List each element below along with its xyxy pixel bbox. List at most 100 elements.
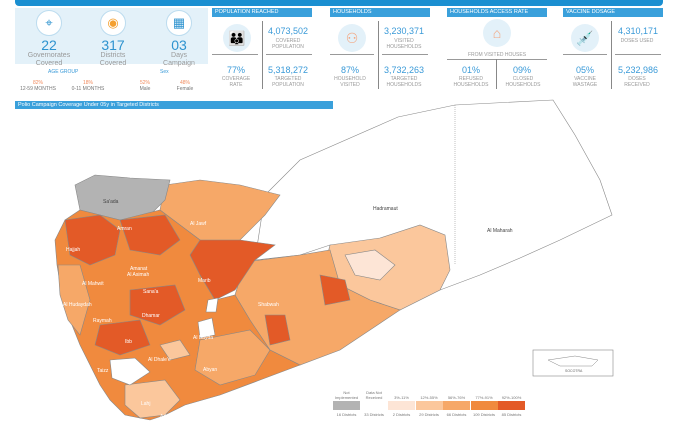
access-section: HOUSEHOLDS ACCESS RATE ⌂ FROM VISITED HO… [447,8,547,93]
map-label-lahj: Lahj [141,401,150,407]
covered-population-label: COVERED POPULATION [272,38,304,50]
access-subtitle: FROM VISITED HOUSES [467,52,527,58]
legend-label: 77%-91% [475,395,493,400]
governorates-value: 22 [41,37,57,53]
map-label-shabwah: Shabwah [258,302,279,308]
legend-swatch [498,401,525,410]
region-abyan [194,329,271,386]
visited-households-label: VISITED HOUSEHOLDS [386,38,422,50]
region-hudaydah [57,264,91,336]
legend-label: 92%-100% [501,395,522,400]
legend-swatch [333,401,360,410]
household-visited-label: HOUSEHOLD VISITED [334,76,366,88]
map-label-al-asimah: Al Asimah [127,272,149,278]
sex-item: 52% Male [130,80,160,92]
legend-item: 12%-55% 29 Districts [415,388,443,417]
map-label-aden: Aden [160,414,172,420]
targeted-population-label: TARGETED POPULATION [272,76,304,88]
header-bar [15,0,663,6]
districts-value: 317 [101,37,125,53]
legend-item: Data Not Received 33 Districts [360,388,388,417]
legend-count: 33 Districts [364,412,384,417]
legend-label: 56%-76% [447,395,466,400]
households-title: HOUSEHOLDS [330,8,430,17]
age-pct: 18% [82,80,93,86]
legend-item: 92%-100% 85 Districts [498,388,525,417]
map-legend: Not Implemented 16 Districts Data Not Rec… [333,388,528,424]
region-hadramaut [254,99,613,291]
map-label-ibb: Ibb [125,339,132,345]
map-label-raymah: Raymah [93,318,112,324]
governorates-label2: Covered [35,60,63,67]
legend-label: Data Not Received [365,390,383,400]
coverage-rate-value: 77% [226,65,245,75]
governorates-label: Governorates [27,52,71,59]
age-group-title: AGE GROUP [48,69,79,75]
visited-households-value: 3,230,371 [383,26,425,36]
districts-label2: Covered [99,60,127,67]
sex-title: Sex [160,69,169,75]
map-label-al-jawf: Al Jawf [190,221,207,227]
syringe-icon: 💉 [571,24,599,52]
legend-swatch [360,401,388,410]
targeted-households-value: 3,732,263 [383,65,425,75]
region-dhamar [129,284,186,326]
sex-item: 48% Female [170,80,200,92]
refused-value: 01% [461,65,480,75]
map-label-al-dhalee: Al Dhale'e [148,357,171,363]
map-label-sanaa: Sana'a [143,289,159,295]
wastage-label: VACCINE WASTAGE [572,76,598,88]
region-lahj [124,379,181,419]
calendar-icon: ▦ [166,10,192,36]
legend-count: 66 Districts [446,412,467,417]
sex-label: Male [139,86,151,92]
region-taizz-nodata [109,357,151,386]
summary-panel: ⌖ 22 Governorates Covered ◉ 317 District… [15,8,208,67]
household-visited-rate: 87% [340,65,359,75]
closed-value: 09% [512,65,531,75]
map-pin-icon: ⌖ [36,10,62,36]
family-icon: 👪 [223,24,251,52]
closed-label: CLOSED HOUSEHOLDS [505,76,541,88]
age-item: 18% 0-11 MONTHS [66,80,110,92]
legend-count: 109 Districts [472,412,495,417]
house-icon: ⌂ [483,19,511,47]
districts-kpi: ◉ 317 Districts Covered [81,8,145,68]
map-label-marib: Marib [198,278,211,284]
days-kpi: ▦ 03 Days Campaign [147,8,211,68]
map-label-al-bayda: Al Bayda [193,335,213,341]
age-pct: 82% [32,80,43,86]
districts-label: Districts [100,52,126,59]
age-label: 12-59 MONTHS [20,86,56,92]
covered-population-value: 4,073,502 [267,26,309,36]
legend-count: 29 Districts [419,412,439,417]
sex-pct: 52% [139,80,150,86]
legend-count: 2 Districts [392,412,411,417]
people-icon: ⚇ [338,24,366,52]
map-label-dhamar: Dhamar [142,313,160,319]
vaccine-section: VACCINE DOSAGE 💉 4,310,171 DOSES USED 05… [563,8,663,93]
map-label-abyan: Abyan [203,367,217,373]
legend-swatch [415,401,443,410]
legend-item: 77%-91% 109 Districts [470,388,498,417]
governorates-kpi: ⌖ 22 Governorates Covered [17,8,81,68]
region-amran [119,214,181,256]
map-label-amanat: Amanat [130,266,148,272]
targeted-population-value: 5,318,272 [267,65,309,75]
map-label-socotra: SOCOTRA [565,369,583,373]
days-value: 03 [171,37,187,53]
days-label2: Campaign [163,60,195,67]
legend-item: 56%-76% 66 Districts [443,388,470,417]
age-label: 0-11 MONTHS [71,86,105,92]
legend-swatch [470,401,498,410]
age-item: 82% 12-59 MONTHS [15,80,61,92]
map-label-al-mahwit: Al Mahwit [82,281,104,287]
legend-swatch [388,401,415,410]
map-label-taizz: Taizz [97,368,109,374]
map-label-hajjah: Hajjah [66,247,80,253]
targeted-households-label: TARGETED HOUSEHOLDS [386,76,422,88]
region-ibb [94,319,151,356]
population-title: POPULATION REACHED [212,8,312,17]
map-label-saada: Sa'ada [103,199,119,205]
